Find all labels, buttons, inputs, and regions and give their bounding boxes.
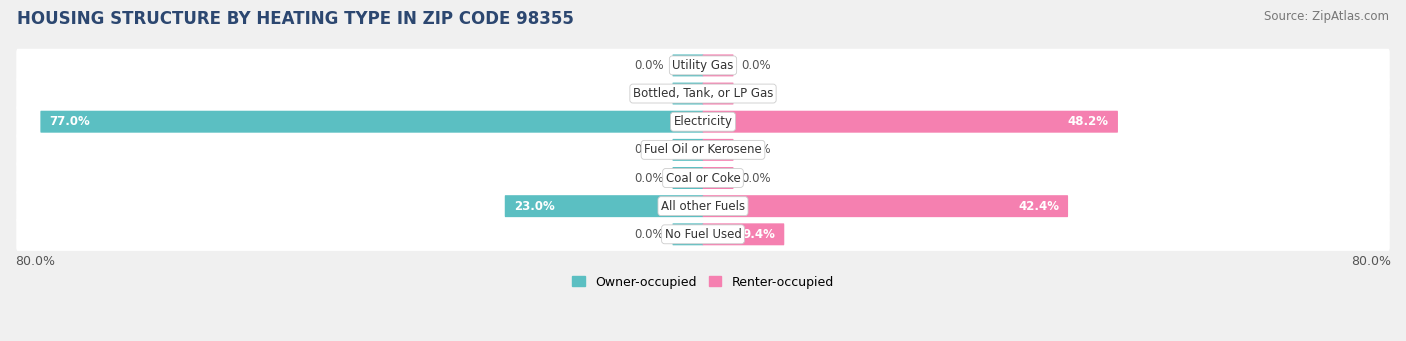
FancyBboxPatch shape	[703, 55, 734, 76]
FancyBboxPatch shape	[17, 161, 1389, 195]
Text: 0.0%: 0.0%	[634, 172, 664, 184]
Text: All other Fuels: All other Fuels	[661, 200, 745, 213]
Text: 0.0%: 0.0%	[634, 143, 664, 157]
FancyBboxPatch shape	[672, 223, 703, 245]
Text: 0.0%: 0.0%	[742, 87, 772, 100]
FancyBboxPatch shape	[672, 83, 703, 105]
Text: HOUSING STRUCTURE BY HEATING TYPE IN ZIP CODE 98355: HOUSING STRUCTURE BY HEATING TYPE IN ZIP…	[17, 10, 574, 28]
Text: Coal or Coke: Coal or Coke	[665, 172, 741, 184]
FancyBboxPatch shape	[17, 105, 1389, 138]
FancyBboxPatch shape	[703, 223, 785, 245]
Text: 48.2%: 48.2%	[1069, 115, 1109, 128]
Text: 0.0%: 0.0%	[634, 59, 664, 72]
Text: 80.0%: 80.0%	[1351, 255, 1391, 268]
FancyBboxPatch shape	[17, 133, 1389, 166]
Text: Fuel Oil or Kerosene: Fuel Oil or Kerosene	[644, 143, 762, 157]
Text: 77.0%: 77.0%	[49, 115, 90, 128]
FancyBboxPatch shape	[703, 167, 734, 189]
FancyBboxPatch shape	[505, 195, 703, 217]
Text: Utility Gas: Utility Gas	[672, 59, 734, 72]
Text: Source: ZipAtlas.com: Source: ZipAtlas.com	[1264, 10, 1389, 23]
FancyBboxPatch shape	[672, 167, 703, 189]
Text: 0.0%: 0.0%	[742, 143, 772, 157]
Text: 0.0%: 0.0%	[634, 228, 664, 241]
FancyBboxPatch shape	[703, 139, 734, 161]
Text: Bottled, Tank, or LP Gas: Bottled, Tank, or LP Gas	[633, 87, 773, 100]
Text: 0.0%: 0.0%	[742, 59, 772, 72]
Legend: Owner-occupied, Renter-occupied: Owner-occupied, Renter-occupied	[568, 271, 838, 294]
Text: 80.0%: 80.0%	[15, 255, 55, 268]
FancyBboxPatch shape	[672, 55, 703, 76]
Text: 23.0%: 23.0%	[513, 200, 554, 213]
FancyBboxPatch shape	[703, 195, 1069, 217]
Text: Electricity: Electricity	[673, 115, 733, 128]
Text: No Fuel Used: No Fuel Used	[665, 228, 741, 241]
FancyBboxPatch shape	[17, 218, 1389, 251]
FancyBboxPatch shape	[703, 83, 734, 105]
Text: 9.4%: 9.4%	[742, 228, 775, 241]
FancyBboxPatch shape	[17, 77, 1389, 110]
FancyBboxPatch shape	[703, 111, 1118, 133]
Text: 0.0%: 0.0%	[634, 87, 664, 100]
FancyBboxPatch shape	[41, 111, 703, 133]
FancyBboxPatch shape	[17, 190, 1389, 223]
Text: 42.4%: 42.4%	[1018, 200, 1059, 213]
FancyBboxPatch shape	[17, 49, 1389, 82]
FancyBboxPatch shape	[672, 139, 703, 161]
Text: 0.0%: 0.0%	[742, 172, 772, 184]
